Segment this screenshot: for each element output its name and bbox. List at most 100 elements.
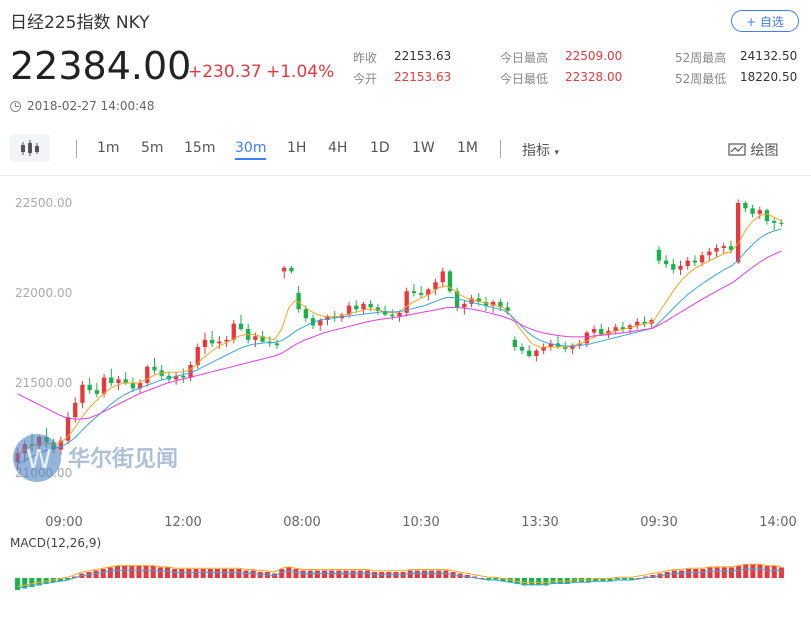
candle — [678, 260, 683, 275]
candle — [231, 320, 236, 344]
x-tick-label: 09:00 — [45, 515, 82, 530]
candle — [462, 300, 467, 315]
toolbar-divider — [500, 140, 501, 158]
indicator-label: 指标 — [522, 143, 550, 159]
macd-bar — [236, 569, 242, 578]
macd-bar — [757, 564, 763, 578]
macd-bar — [621, 578, 627, 580]
candle — [238, 314, 244, 331]
watermark-logo-icon — [13, 434, 61, 482]
candle — [613, 323, 618, 335]
macd-bar — [764, 566, 770, 578]
candle — [599, 323, 604, 337]
candle — [635, 318, 640, 329]
macd-bar — [115, 566, 121, 578]
macd-bar — [129, 566, 135, 578]
candle — [707, 248, 712, 261]
macd-bar — [200, 569, 206, 578]
candle — [736, 199, 741, 265]
caret-down-icon: ▾ — [554, 148, 559, 158]
stat-label-52w-low: 52周最低 — [675, 72, 727, 86]
macd-bar — [414, 570, 420, 578]
period-15m[interactable]: 15m — [184, 140, 216, 156]
macd-bar — [179, 569, 185, 578]
candle — [152, 357, 157, 374]
macd-bar — [164, 567, 170, 578]
macd-bar — [443, 570, 449, 578]
macd-bar — [728, 567, 734, 578]
candle — [246, 323, 251, 344]
macd-bar — [107, 567, 113, 578]
toolbar-divider — [76, 140, 77, 158]
macd-bar — [336, 570, 342, 578]
candle — [73, 397, 78, 423]
candle — [685, 257, 690, 270]
macd-label: MACD(12,26,9) — [10, 536, 101, 550]
macd-bar — [150, 566, 156, 578]
period-4h[interactable]: 4H — [328, 140, 348, 156]
price-change: +230.37 — [188, 62, 262, 82]
add-watchlist-button[interactable]: + 自选 — [731, 10, 799, 32]
y-tick-label: 21500.00 — [15, 376, 72, 390]
macd-bar — [314, 570, 320, 578]
period-1w[interactable]: 1W — [412, 140, 435, 156]
stat-value-open: 22153.63 — [394, 70, 452, 84]
macd-bar — [93, 570, 99, 578]
candle — [159, 365, 164, 380]
macd-bar — [357, 570, 363, 578]
candle — [80, 381, 85, 409]
chart-type-button[interactable] — [10, 134, 50, 162]
macd-bar — [614, 578, 620, 580]
period-30m[interactable]: 30m — [235, 140, 267, 160]
candle — [469, 294, 474, 308]
period-1h[interactable]: 1H — [287, 140, 307, 156]
macd-bar — [243, 570, 249, 578]
period-5m[interactable]: 5m — [141, 140, 164, 156]
candle — [209, 330, 215, 347]
ma-long-line — [17, 250, 782, 420]
macd-bar — [686, 569, 692, 578]
period-1m[interactable]: 1m — [97, 140, 120, 156]
watermark: W 华尔街见闻 — [13, 434, 178, 482]
macd-bar — [279, 569, 285, 578]
stat-label-open: 今开 — [353, 72, 378, 86]
macd-bar — [15, 578, 21, 590]
candle — [512, 336, 517, 351]
macd-layer — [15, 563, 784, 590]
candle — [65, 411, 71, 445]
last-price: 22384.00 — [10, 44, 192, 88]
x-axis: 09:00 12:00 08:00 10:30 13:30 09:30 14:00 — [45, 515, 796, 530]
timestamp: 2018-02-27 14:00:48 — [27, 99, 155, 113]
period-1mo[interactable]: 1M — [457, 140, 478, 156]
candle — [87, 377, 92, 394]
period-1d[interactable]: 1D — [370, 140, 390, 156]
candle — [541, 343, 546, 355]
macd-bar — [350, 570, 356, 578]
macd-bar — [122, 566, 128, 578]
candle — [346, 302, 352, 319]
candle — [58, 437, 63, 455]
macd-bar — [743, 564, 749, 578]
y-tick-label: 22000.00 — [15, 286, 72, 300]
macd-bar — [429, 570, 435, 578]
watermark-logo-letter: W — [26, 445, 52, 475]
macd-bar — [207, 569, 213, 578]
indicator-menu[interactable]: 指标 ▾ — [522, 140, 559, 160]
candle — [519, 343, 525, 355]
macd-bar — [214, 569, 220, 578]
chart-toolbar: 1m 5m 15m 30m 1H 4H 1D 1W 1M 指标 ▾ 绘图 — [10, 134, 800, 164]
draw-tool-button[interactable]: 绘图 — [728, 140, 778, 160]
candle — [303, 305, 308, 322]
candle — [483, 296, 489, 311]
macd-bar — [671, 570, 677, 578]
candle — [433, 278, 438, 295]
candle — [627, 323, 633, 335]
stat-label-day-high: 今日最高 — [500, 51, 549, 65]
candle — [620, 321, 626, 333]
candle — [274, 339, 280, 349]
macd-bar — [500, 578, 506, 581]
macd-bar — [714, 567, 720, 578]
macd-bar — [136, 566, 142, 578]
candle — [188, 361, 193, 382]
